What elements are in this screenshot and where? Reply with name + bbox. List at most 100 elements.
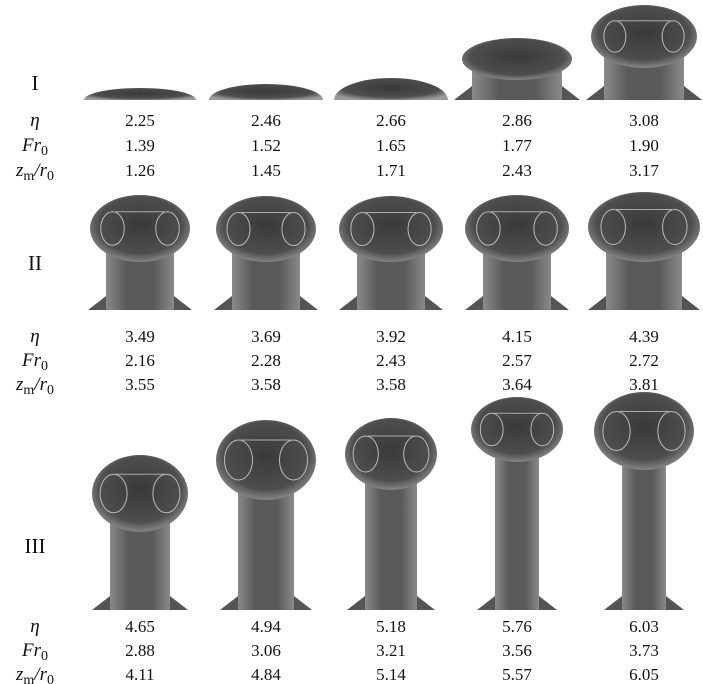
value: 3.64: [502, 375, 532, 394]
head: [588, 192, 700, 262]
value: 2.16: [125, 351, 155, 370]
row-label: Fr0: [21, 350, 48, 374]
flow-image: [209, 84, 323, 100]
dome: [209, 84, 323, 100]
flow-image: [586, 5, 702, 100]
row-label: Fr0: [21, 640, 48, 664]
flow-image: [334, 78, 448, 100]
dome: [84, 88, 196, 100]
flow-image: [214, 196, 318, 310]
head: [465, 195, 569, 262]
value: 3.17: [629, 161, 659, 180]
value: 2.43: [376, 351, 406, 370]
value: 1.65: [376, 136, 406, 155]
value: 2.25: [125, 111, 155, 130]
flow-image: [88, 195, 192, 310]
value: 1.26: [125, 161, 155, 180]
value: 3.06: [251, 641, 281, 660]
value: 4.94: [251, 617, 281, 636]
value: 3.58: [376, 375, 406, 394]
head: [462, 38, 572, 80]
row-label-part: /r: [33, 664, 47, 684]
value: 1.90: [629, 136, 659, 155]
row-label: zm/r0: [15, 160, 54, 184]
value: 3.92: [376, 327, 406, 346]
value: 6.05: [629, 665, 659, 684]
row-label-part: Fr: [21, 350, 42, 371]
value: 2.43: [502, 161, 532, 180]
row-label-part: m: [23, 673, 34, 684]
head: [594, 392, 694, 470]
group-label: II: [28, 251, 42, 275]
value: 2.66: [376, 111, 406, 130]
row-label: η: [30, 616, 39, 637]
head: [92, 455, 188, 532]
head: [90, 195, 190, 262]
row-label-part: 0: [47, 383, 54, 398]
head: [591, 5, 697, 68]
head: [471, 397, 563, 462]
row-label-part: /r: [33, 160, 47, 181]
row-label: zm/r0: [15, 374, 54, 398]
group-label: I: [32, 71, 39, 95]
row-label: Fr0: [21, 135, 48, 159]
value: 1.45: [251, 161, 281, 180]
value: 1.39: [125, 136, 155, 155]
value: 1.52: [251, 136, 281, 155]
row-label-part: m: [23, 383, 34, 398]
row-label-part: η: [30, 616, 39, 637]
value: 2.46: [251, 111, 281, 130]
value: 5.18: [376, 617, 406, 636]
flow-image: [339, 196, 443, 310]
value: 5.76: [502, 617, 532, 636]
flow-image: [594, 392, 694, 610]
row-label: η: [30, 326, 39, 347]
row-label-part: 0: [47, 673, 54, 684]
value: 3.56: [502, 641, 532, 660]
value: 3.08: [629, 111, 659, 130]
row-label-part: m: [23, 169, 34, 184]
head: [345, 418, 437, 490]
row-label-part: Fr: [21, 640, 42, 661]
value: 3.55: [125, 375, 155, 394]
value: 5.57: [502, 665, 532, 684]
row-label-part: η: [30, 110, 39, 131]
row-label-part: 0: [41, 144, 48, 159]
row-label-part: 0: [47, 169, 54, 184]
flow-image: [84, 88, 196, 100]
flow-image: [588, 192, 700, 310]
value: 4.39: [629, 327, 659, 346]
flow-image: [454, 38, 580, 100]
group-label: III: [25, 534, 46, 558]
value: 2.28: [251, 351, 281, 370]
value: 6.03: [629, 617, 659, 636]
value: 4.65: [125, 617, 155, 636]
value: 1.71: [376, 161, 406, 180]
value: 3.69: [251, 327, 281, 346]
value: 2.57: [502, 351, 532, 370]
value: 2.72: [629, 351, 659, 370]
row-label: zm/r0: [15, 664, 54, 684]
row-label-part: /r: [33, 374, 47, 395]
row-label-part: Fr: [21, 135, 42, 156]
value: 4.15: [502, 327, 532, 346]
row-label: η: [30, 110, 39, 131]
value: 1.77: [502, 136, 532, 155]
figure: Iη2.252.462.662.863.08Fr01.391.521.651.7…: [0, 0, 703, 684]
value: 3.81: [629, 375, 659, 394]
flow-image: [465, 195, 569, 310]
flow-image: [216, 420, 316, 610]
row-label-part: 0: [41, 649, 48, 664]
value: 3.49: [125, 327, 155, 346]
flow-image: [92, 455, 188, 610]
value: 5.14: [376, 665, 406, 684]
head: [216, 196, 316, 262]
flow-image: [471, 397, 563, 610]
value: 3.58: [251, 375, 281, 394]
row-label-part: 0: [41, 359, 48, 374]
head: [216, 420, 316, 500]
value: 3.73: [629, 641, 659, 660]
value: 3.21: [376, 641, 406, 660]
dome: [334, 78, 448, 100]
head: [339, 196, 443, 262]
